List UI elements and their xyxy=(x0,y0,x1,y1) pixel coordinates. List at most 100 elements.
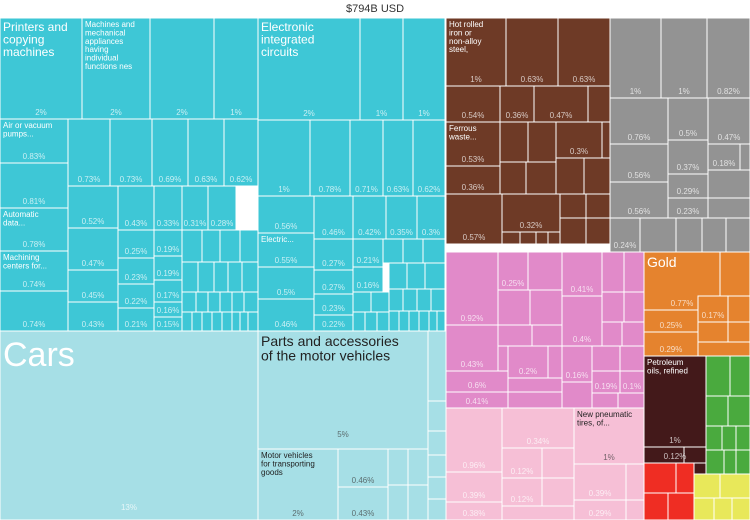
tile-product[interactable] xyxy=(445,407,503,473)
tile-product[interactable] xyxy=(501,193,561,233)
tile-product[interactable] xyxy=(609,143,669,183)
tile-product[interactable] xyxy=(67,185,119,229)
tile-label: Petroleum oils, refined xyxy=(647,358,688,375)
filler-tile xyxy=(181,261,199,293)
tile-product[interactable] xyxy=(117,257,155,285)
tile-value: 0.3% xyxy=(422,228,440,237)
filler-tile xyxy=(219,229,241,263)
tile-value: 0.43% xyxy=(352,509,375,518)
tile-product[interactable] xyxy=(0,162,69,209)
tile-product[interactable] xyxy=(660,18,708,99)
tile-ferrous-waste[interactable] xyxy=(445,121,501,167)
filler-tile xyxy=(243,291,259,313)
tile-product[interactable] xyxy=(352,195,387,240)
filler-tile xyxy=(723,449,737,475)
tile-product[interactable] xyxy=(187,118,225,187)
tile-value: 0.33% xyxy=(157,219,180,228)
filler-tile xyxy=(697,341,750,357)
filler-tile xyxy=(675,217,703,253)
tile-product[interactable] xyxy=(337,486,389,520)
tile-product[interactable] xyxy=(412,119,446,197)
tile-value: 0.83% xyxy=(23,152,46,161)
tile-label: Electronic integrated circuits xyxy=(261,20,314,59)
tile-value: 0.18% xyxy=(713,159,736,168)
tile-automatic-data[interactable] xyxy=(0,207,69,252)
tile-electronic-integrated-circuits[interactable] xyxy=(257,18,361,121)
filler-tile xyxy=(231,291,245,313)
tile-cars[interactable] xyxy=(0,330,259,520)
tile-value: 0.3% xyxy=(570,147,588,156)
tile-product[interactable] xyxy=(402,18,446,121)
tile-product[interactable] xyxy=(352,238,384,268)
tile-product[interactable] xyxy=(67,301,119,332)
tile-product[interactable] xyxy=(497,251,529,291)
filler-tile xyxy=(231,311,241,332)
tile-product[interactable] xyxy=(223,118,259,187)
tile-product[interactable] xyxy=(557,18,611,87)
tile-product[interactable] xyxy=(416,195,446,240)
tile-value: 0.27% xyxy=(322,283,345,292)
tile-product[interactable] xyxy=(257,266,315,300)
filler-tile xyxy=(525,161,557,195)
filler-tile xyxy=(239,311,249,332)
tile-product[interactable] xyxy=(153,185,183,231)
filler-tile xyxy=(727,395,750,427)
tile-product[interactable] xyxy=(352,266,384,293)
filler-tile xyxy=(239,229,259,263)
tile-product[interactable] xyxy=(213,18,259,120)
tile-label: Machines and mechanical appliances having in… xyxy=(85,20,135,71)
tile-product[interactable] xyxy=(445,251,499,326)
tile-product[interactable] xyxy=(706,18,750,99)
tile-value: 0.17% xyxy=(157,291,180,300)
tile-product[interactable] xyxy=(153,255,183,281)
treemap-chart: Cars 13% Parts and accessories of the motor… xyxy=(0,18,750,520)
tile-machining-centers-for[interactable] xyxy=(0,250,69,292)
tile-motor-vehicles-for-transporting-goods[interactable] xyxy=(257,448,339,520)
tile-product[interactable] xyxy=(67,227,119,271)
tile-product[interactable] xyxy=(501,407,575,449)
tile-product[interactable] xyxy=(337,448,389,488)
tile-product[interactable] xyxy=(67,269,119,303)
tile-printers-and-copying-machines[interactable] xyxy=(0,18,83,120)
tile-air-or-vacuum-pumps[interactable] xyxy=(0,118,69,164)
filler-tile xyxy=(547,231,561,245)
filler-tile xyxy=(621,321,645,347)
tile-machines-and-mechanical-appliances-having-individual-functions-nes[interactable] xyxy=(81,18,151,120)
tile-product[interactable] xyxy=(349,119,384,197)
tile-product[interactable] xyxy=(359,18,404,121)
filler-tile xyxy=(519,231,537,245)
tile-product[interactable] xyxy=(609,18,662,99)
tile-value: 0.63% xyxy=(573,75,596,84)
tile-product[interactable] xyxy=(609,97,669,145)
tile-product[interactable] xyxy=(445,85,501,123)
filler-tile xyxy=(387,448,409,486)
tile-value: 0.42% xyxy=(358,228,381,237)
filler-tile xyxy=(497,289,531,326)
tile-product[interactable] xyxy=(0,290,69,332)
tile-product[interactable] xyxy=(445,165,501,195)
filler-tile xyxy=(601,121,611,159)
tile-petroleum-oils-refined[interactable] xyxy=(643,355,707,448)
tile-product[interactable] xyxy=(501,477,543,507)
tile-electric[interactable] xyxy=(257,232,315,268)
tile-value: 0.56% xyxy=(628,207,651,216)
tile-value: 0.56% xyxy=(628,171,651,180)
tile-product[interactable] xyxy=(505,18,559,87)
filler-tile xyxy=(370,291,390,313)
tile-product[interactable] xyxy=(149,18,215,120)
tile-product[interactable] xyxy=(257,195,315,234)
tile-value: 0.12% xyxy=(511,467,534,476)
tile-product[interactable] xyxy=(445,193,503,245)
tile-parts-and-accessories-of-the-motor-vehicles[interactable] xyxy=(257,330,429,450)
tile-value: 0.12% xyxy=(664,452,687,461)
tile-product[interactable] xyxy=(445,471,503,503)
filler-tile xyxy=(693,462,707,475)
tile-product[interactable] xyxy=(109,118,153,187)
tile-product[interactable] xyxy=(313,195,354,240)
tile-product[interactable] xyxy=(309,119,351,197)
tile-product[interactable] xyxy=(555,121,603,159)
filler-tile xyxy=(422,238,446,264)
tile-value: 0.24% xyxy=(614,241,637,250)
tile-product[interactable] xyxy=(117,185,155,231)
filler-tile xyxy=(497,324,533,347)
